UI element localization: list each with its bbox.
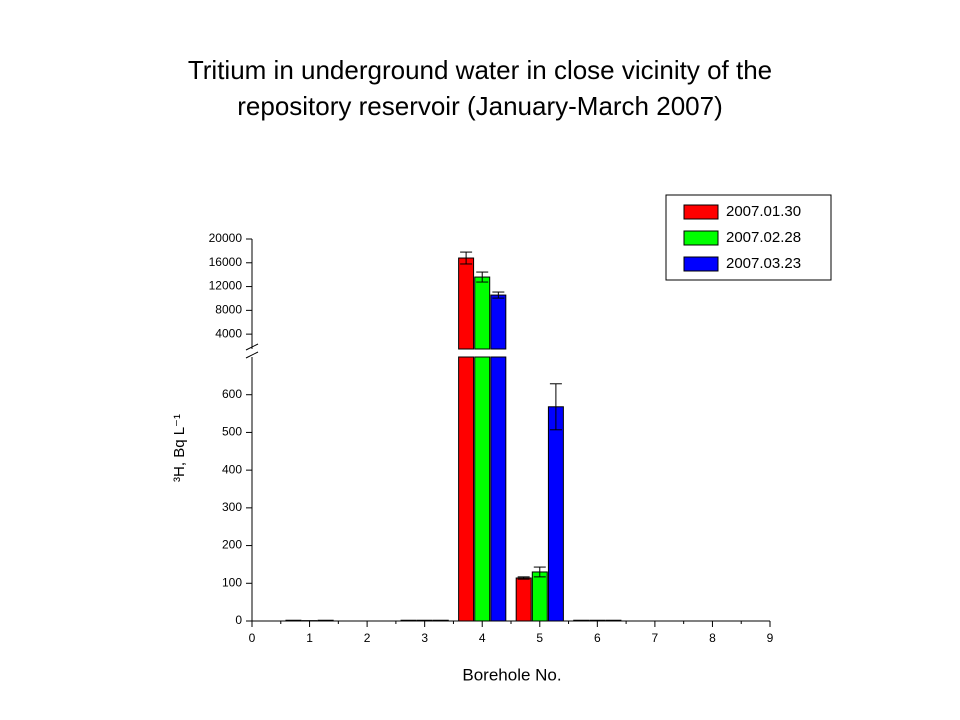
y-tick-label: 20000 [209,231,243,245]
x-tick-label: 3 [421,631,428,645]
bar-lower-part [458,356,475,622]
bar-lower-part [474,356,491,622]
bar [400,619,417,622]
bar [573,619,590,622]
x-tick-label: 7 [652,631,659,645]
legend-label: 2007.02.28 [726,229,801,246]
bar [531,571,548,622]
x-tick-label: 9 [767,631,774,645]
bar-lower-part [490,356,507,622]
bar [285,619,302,622]
legend-swatch [683,230,719,246]
axis-break [245,351,259,359]
bar [317,619,334,622]
y-tick-label: 8000 [215,303,242,317]
y-axis-label: ³H, Bq L⁻¹ [171,414,188,482]
y-tick-label: 600 [222,387,242,401]
x-tick-label: 4 [479,631,486,645]
bar [416,619,433,622]
legend-swatch [683,256,719,272]
y-tick-label: 500 [222,425,242,439]
bar [474,276,491,350]
x-tick-label: 1 [306,631,313,645]
y-tick-label: 0 [235,613,242,627]
bar [515,577,532,622]
bar [432,619,449,622]
chart-title: Tritium in underground water in close vi… [187,55,773,121]
y-tick-label: 100 [222,575,242,589]
y-tick-label: 12000 [209,279,243,293]
x-tick-label: 2 [364,631,371,645]
legend-swatch [683,204,719,220]
y-tick-label: 300 [222,500,242,514]
bar [605,619,622,622]
x-tick-label: 5 [536,631,543,645]
y-tick-label: 4000 [215,326,242,340]
legend-label: 2007.03.23 [726,255,801,272]
y-tick-label: 400 [222,462,242,476]
bar [490,294,507,350]
bar [458,257,475,350]
x-tick-label: 6 [594,631,601,645]
x-axis-label: Borehole No. [462,665,561,684]
legend-label: 2007.01.30 [726,203,801,220]
y-tick-label: 16000 [209,255,243,269]
y-tick-label: 200 [222,538,242,552]
axis-break [245,343,259,351]
bar [547,406,564,622]
x-tick-label: 8 [709,631,716,645]
x-tick-label: 0 [249,631,256,645]
bar [589,619,606,622]
